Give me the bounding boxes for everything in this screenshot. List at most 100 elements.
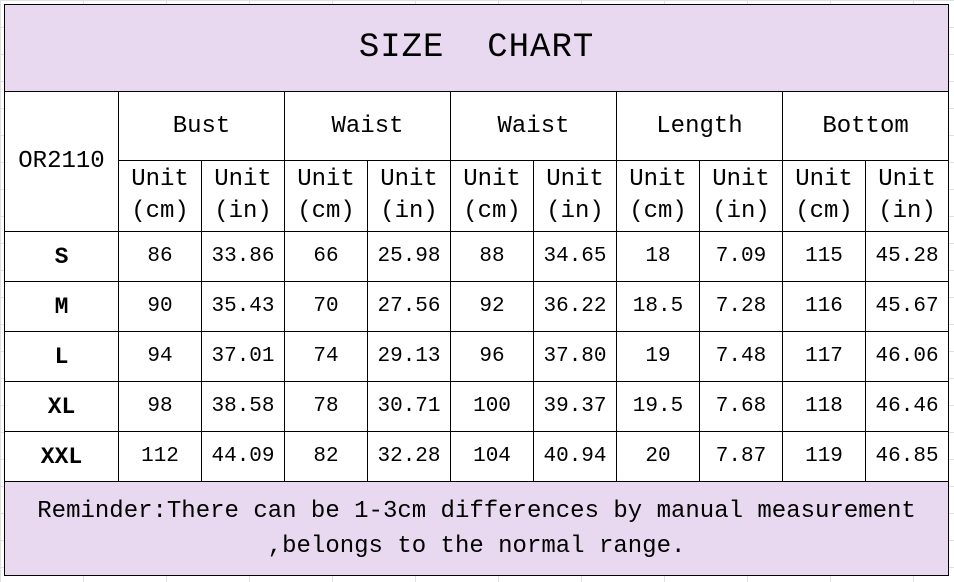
chart-title: SIZE CHART [3,4,950,92]
measurement-cell: 7.28 [699,281,783,332]
measurement-cell: 90 [118,281,202,332]
measurement-cell: 100 [450,381,534,432]
table-row: M 90 35.43 70 27.56 92 36.22 18.5 7.28 116 45.67 [4,281,950,332]
unit-header-in: Unit (in) [367,160,451,232]
measurement-cell: 7.09 [699,231,783,282]
measurement-cell: 18 [616,231,700,282]
measurement-cell: 36.22 [533,281,617,332]
size-label: L [4,331,119,382]
measurement-cell: 7.48 [699,331,783,382]
group-header: Waist [284,91,451,161]
measurement-cell: 115 [782,231,866,282]
measurement-cell: 74 [284,331,368,382]
unit-label: Unit [297,166,355,193]
unit-label: Unit [546,166,604,193]
unit-label: (cm) [795,198,853,225]
measurement-cell: 44.09 [201,431,285,482]
unit-label: (in) [380,198,438,225]
measurement-cell: 96 [450,331,534,382]
measurement-cell: 37.01 [201,331,285,382]
unit-label: Unit [131,166,189,193]
group-header: Bust [118,91,285,161]
size-label: M [4,281,119,332]
measurement-cell: 39.37 [533,381,617,432]
measurement-cell: 119 [782,431,866,482]
unit-header-in: Unit (in) [699,160,783,232]
measurement-cell: 25.98 [367,231,451,282]
measurement-cell: 20 [616,431,700,482]
unit-label: Unit [878,166,936,193]
measurement-cell: 78 [284,381,368,432]
unit-header-cm: Unit (cm) [616,160,700,232]
table-row: S 86 33.86 66 25.98 88 34.65 18 7.09 115 45.28 [4,231,950,282]
measurement-cell: 34.65 [533,231,617,282]
measurement-cell: 82 [284,431,368,482]
measurement-cell: 7.87 [699,431,783,482]
measurement-cell: 19.5 [616,381,700,432]
unit-label: Unit [712,166,770,193]
measurement-cell: 38.58 [201,381,285,432]
measurement-cell: 94 [118,331,202,382]
unit-header-cm: Unit (cm) [782,160,866,232]
measurement-cell: 70 [284,281,368,332]
measurement-cell: 19 [616,331,700,382]
measurement-cell: 32.28 [367,431,451,482]
measurement-cell: 118 [782,381,866,432]
reminder-line-2: ,belongs to the normal range. [267,532,686,560]
measurement-cell: 18.5 [616,281,700,332]
measurement-cell: 112 [118,431,202,482]
unit-header-cm: Unit (cm) [118,160,202,232]
unit-label: (in) [546,198,604,225]
measurement-cell: 46.85 [864,431,950,482]
unit-label: Unit [463,166,521,193]
unit-label: (in) [878,198,936,225]
reminder-note: Reminder:There can be 1-3cm differences … [3,481,950,576]
measurement-cell: 37.80 [533,331,617,382]
unit-label: Unit [795,166,853,193]
group-header: Length [616,91,783,161]
group-header: Waist [450,91,617,161]
unit-label: (in) [214,198,272,225]
unit-header-cm: Unit (cm) [450,160,534,232]
size-label: XXL [4,431,119,482]
measurement-cell: 86 [118,231,202,282]
unit-label: (cm) [297,198,355,225]
measurement-cell: 46.46 [864,381,950,432]
measurement-cell: 117 [782,331,866,382]
unit-label: Unit [629,166,687,193]
size-chart-table: SIZE CHART OR2110 Bust Waist Waist Length Bo… [3,4,950,576]
unit-header-in: Unit (in) [533,160,617,232]
measurement-cell: 88 [450,231,534,282]
model-code: OR2110 [4,91,119,232]
size-label: S [4,231,119,282]
measurement-cell: 27.56 [367,281,451,332]
unit-header-cm: Unit (cm) [284,160,368,232]
unit-label: Unit [214,166,272,193]
unit-label: (cm) [629,198,687,225]
unit-label: (cm) [463,198,521,225]
unit-label: (in) [712,198,770,225]
group-header: Bottom [781,91,950,161]
measurement-cell: 45.28 [864,231,950,282]
unit-header-in: Unit (in) [864,160,950,232]
measurement-cell: 66 [284,231,368,282]
table-row: XL 98 38.58 78 30.71 100 39.37 19.5 7.68 118 46.46 [4,381,950,432]
table-row: XXL 112 44.09 82 32.28 104 40.94 20 7.87 119 46.85 [4,431,950,482]
measurement-cell: 98 [118,381,202,432]
measurement-cell: 116 [782,281,866,332]
measurement-cell: 35.43 [201,281,285,332]
unit-label: Unit [380,166,438,193]
unit-header-in: Unit (in) [201,160,285,232]
measurement-cell: 7.68 [699,381,783,432]
measurement-cell: 45.67 [864,281,950,332]
measurement-cell: 46.06 [864,331,950,382]
measurement-cell: 40.94 [533,431,617,482]
measurement-cell: 30.71 [367,381,451,432]
table-row: L 94 37.01 74 29.13 96 37.80 19 7.48 117 46.06 [4,331,950,382]
measurement-cell: 104 [450,431,534,482]
measurement-cell: 29.13 [367,331,451,382]
reminder-line-1: Reminder:There can be 1-3cm differences … [37,497,916,525]
measurement-cell: 33.86 [201,231,285,282]
unit-label: (cm) [131,198,189,225]
size-label: XL [4,381,119,432]
